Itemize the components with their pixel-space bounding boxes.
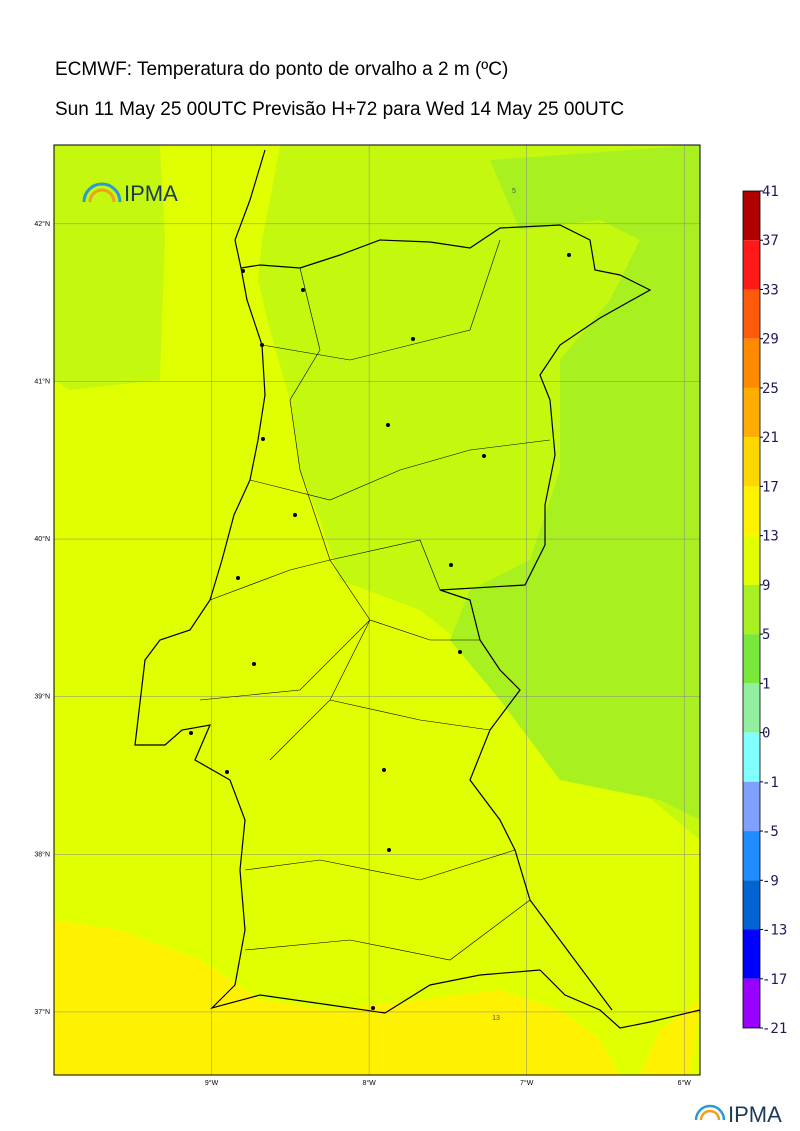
field-green xyxy=(450,145,700,820)
colorbar-segment xyxy=(743,683,760,733)
footer-logo: IPMA xyxy=(694,1102,782,1127)
colorbar-tick-label: 21 xyxy=(762,430,779,446)
colorbar-segment xyxy=(743,289,760,339)
colorbar-segment xyxy=(743,929,760,979)
colorbar-tick-label: 13 xyxy=(762,529,779,545)
colorbar-tick-label: -21 xyxy=(762,1021,787,1037)
footer-logo-text: IPMA xyxy=(728,1102,782,1127)
colorbar-tick-label: -1 xyxy=(762,775,779,791)
map-frame xyxy=(53,144,701,1076)
colorbar-tick-label: 41 xyxy=(762,184,779,200)
lat-tick-label: 39°N xyxy=(34,693,50,701)
district-lines xyxy=(199,239,551,961)
colorbar-segment xyxy=(743,831,760,881)
border xyxy=(240,224,652,1011)
colorbar-tick-label: 25 xyxy=(762,381,779,397)
colorbar-tick-label: -9 xyxy=(762,873,779,889)
lon-tick-label: 9°W xyxy=(205,1079,219,1087)
logo: IPMA xyxy=(82,181,178,206)
field-yellow-se xyxy=(640,1000,700,1075)
colorbar-tick-label: 0 xyxy=(762,726,770,742)
subtitle: Sun 11 May 25 00UTC Previsão H+72 para W… xyxy=(55,99,624,120)
coastline xyxy=(134,149,700,1029)
colorbar-tick-label: -13 xyxy=(762,923,787,939)
colorbar-frame xyxy=(742,190,761,1029)
colorbar-segment xyxy=(743,584,760,635)
lat-tick-label: 38°N xyxy=(34,850,50,858)
lat-tick-label: 40°N xyxy=(34,535,50,543)
logo-text: IPMA xyxy=(124,181,178,206)
colorbar-segment xyxy=(743,338,760,388)
contour-label: 13 xyxy=(492,1015,500,1022)
colorbar-segment xyxy=(743,634,760,684)
colorbar-tick-label: 5 xyxy=(762,627,770,643)
colorbar-segment xyxy=(743,437,760,487)
city-dots xyxy=(189,253,571,1010)
map-area: 5 13 IPMA xyxy=(54,145,700,1075)
lat-tick-label: 41°N xyxy=(34,377,50,385)
colorbar-tick-label: 37 xyxy=(762,233,779,249)
colorbar-segment xyxy=(743,191,760,241)
colorbar-tick-label: -17 xyxy=(762,972,787,988)
colorbar-tick-label: 1 xyxy=(762,676,770,692)
colorbar-segment xyxy=(743,387,760,438)
lat-tick-label: 37°N xyxy=(34,1008,50,1016)
colorbar-tick-label: 9 xyxy=(762,578,770,594)
lon-tick-label: 6°W xyxy=(678,1079,692,1087)
colorbar-segment xyxy=(743,978,760,1028)
lat-tick-label: 42°N xyxy=(34,220,50,228)
colorbar-segment xyxy=(743,781,760,832)
title: ECMWF: Temperatura do ponto de orvalho a… xyxy=(55,59,508,80)
contour-label: 5 xyxy=(512,188,516,195)
colorbar-segment xyxy=(743,240,760,290)
lon-tick-label: 8°W xyxy=(362,1079,376,1087)
colorbar-tick-label: 17 xyxy=(762,479,779,495)
field-green-west xyxy=(54,145,165,390)
colorbar-segment xyxy=(743,535,760,585)
colorbar-segment xyxy=(743,880,760,930)
colorbar-segment xyxy=(743,486,760,536)
lon-tick-label: 7°W xyxy=(520,1079,534,1087)
colorbar-tick-label: 33 xyxy=(762,282,779,298)
colorbar-segment xyxy=(743,732,760,782)
colorbar-tick-label: -5 xyxy=(762,824,779,840)
colorbar-tick-label: 29 xyxy=(762,332,779,348)
field-yellow-south xyxy=(54,920,620,1075)
